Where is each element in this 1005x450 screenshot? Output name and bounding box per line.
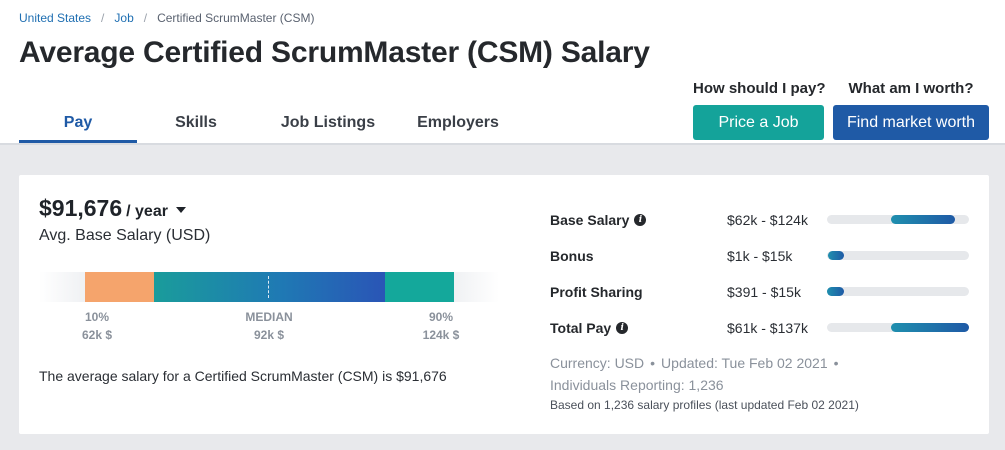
- breadcrumb-separator: /: [143, 11, 148, 25]
- tab-job-listings[interactable]: Job Listings: [280, 114, 376, 131]
- price-a-job-button[interactable]: Price a Job: [693, 105, 824, 140]
- range-segment-middle: [154, 272, 385, 302]
- updated-text: Updated: Tue Feb 02 2021: [661, 355, 828, 371]
- comp-label: Profit Sharing: [550, 284, 643, 300]
- market-worth-question: What am I worth?: [848, 80, 974, 97]
- find-market-worth-button[interactable]: Find market worth: [833, 105, 989, 140]
- tab-employers[interactable]: Employers: [417, 114, 499, 131]
- p90-value: 124k $: [422, 328, 460, 342]
- comp-bar: [827, 287, 969, 296]
- price-job-question: How should I pay?: [693, 80, 826, 97]
- p10-value: 62k $: [81, 328, 113, 342]
- breadcrumb-current: Certified ScrumMaster (CSM): [157, 11, 315, 25]
- salary-headline: $91,676 / year: [39, 195, 186, 222]
- based-on-note: Based on 1,236 salary profiles (last upd…: [550, 398, 859, 412]
- dot-separator: •: [833, 355, 839, 371]
- comp-bar: [827, 215, 969, 224]
- market-worth-group: What am I worth? Find market worth: [833, 80, 989, 140]
- comp-range: $62k - $124k: [727, 212, 808, 228]
- page-title: Average Certified ScrumMaster (CSM) Sala…: [19, 36, 650, 69]
- comp-bar: [827, 323, 969, 332]
- breadcrumb-united-states[interactable]: United States: [19, 11, 92, 25]
- comp-row-total-pay: Total Pay i $61k - $137k: [550, 318, 970, 338]
- dot-separator: •: [650, 355, 656, 371]
- salary-summary: The average salary for a Certified Scrum…: [39, 368, 447, 384]
- meta-currency-updated: Currency: USD • Updated: Tue Feb 02 2021 •: [550, 355, 845, 371]
- breadcrumb-job[interactable]: Job: [114, 11, 134, 25]
- comp-row-base-salary: Base Salary i $62k - $124k: [550, 210, 970, 230]
- comp-label-wrap: Bonus: [550, 248, 594, 264]
- comp-bar-fill: [828, 251, 845, 260]
- median-label: MEDIAN: [245, 310, 293, 324]
- comp-label: Base Salary: [550, 212, 630, 228]
- info-icon[interactable]: i: [616, 322, 629, 334]
- p90-label: 90%: [428, 310, 454, 324]
- breadcrumb-separator: /: [101, 11, 105, 25]
- comp-row-bonus: Bonus $1k - $15k: [550, 246, 970, 266]
- comp-range: $1k - $15k: [727, 248, 793, 264]
- comp-bar-fill: [890, 215, 955, 224]
- comp-bar-fill: [827, 287, 845, 296]
- p10-label: 10%: [84, 310, 110, 324]
- comp-label-wrap: Base Salary i: [550, 212, 647, 228]
- median-value: 92k $: [253, 328, 285, 342]
- tab-bar: Pay Skills Job Listings Employers: [19, 104, 515, 143]
- salary-subtitle: Avg. Base Salary (USD): [39, 227, 211, 244]
- tab-pay[interactable]: Pay: [19, 104, 137, 143]
- comp-label: Bonus: [550, 248, 594, 264]
- comp-bar-fill: [890, 323, 969, 332]
- breadcrumb: United States / Job / Certified ScrumMas…: [19, 11, 314, 25]
- range-segment-high: [385, 272, 454, 302]
- range-segment-low: [85, 272, 154, 302]
- tab-skills[interactable]: Skills: [175, 114, 217, 131]
- caret-down-icon[interactable]: [175, 207, 186, 213]
- salary-period-toggle[interactable]: / year: [126, 203, 168, 220]
- comp-label: Total Pay: [550, 320, 612, 336]
- median-marker: [268, 276, 269, 298]
- comp-label-wrap: Total Pay i: [550, 320, 629, 336]
- price-job-group: How should I pay? Price a Job: [693, 80, 826, 140]
- page-header: United States / Job / Certified ScrumMas…: [0, 0, 1005, 145]
- comp-range: $391 - $15k: [727, 284, 801, 300]
- comp-range: $61k - $137k: [727, 320, 808, 336]
- info-icon[interactable]: i: [634, 214, 647, 226]
- currency-text: Currency: USD: [550, 355, 645, 371]
- comp-label-wrap: Profit Sharing: [550, 284, 643, 300]
- comp-bar: [827, 251, 969, 260]
- comp-row-profit-sharing: Profit Sharing $391 - $15k: [550, 282, 970, 302]
- individuals-reporting: Individuals Reporting: 1,236: [550, 377, 724, 393]
- salary-amount: $91,676: [39, 195, 123, 221]
